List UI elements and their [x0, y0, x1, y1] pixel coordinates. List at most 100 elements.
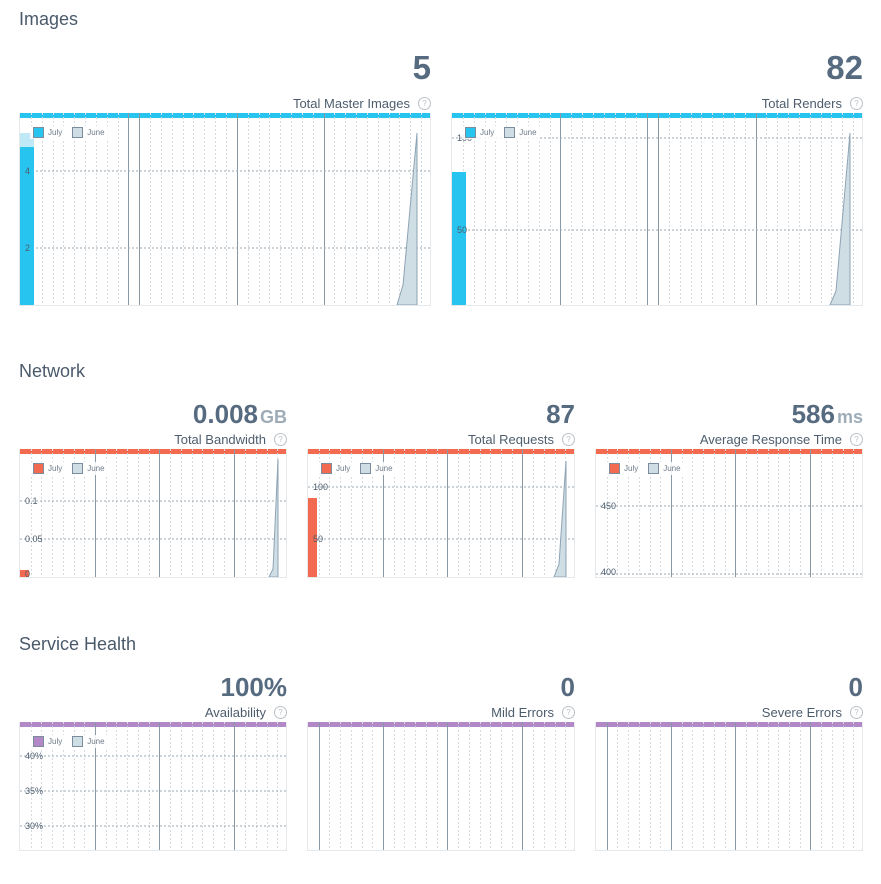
- legend-swatch-july[interactable]: [33, 463, 44, 474]
- chart-top-bar: [596, 449, 862, 454]
- legend-label-july: July: [624, 464, 639, 473]
- chart-top-bar: [596, 722, 862, 727]
- chart-legend: July June: [462, 126, 540, 139]
- card-availability: 100% Availability ? 40% 35% 30% July Jun…: [19, 669, 287, 851]
- chart-legend: July June: [30, 462, 108, 475]
- chart-top-bar: [20, 113, 430, 118]
- legend-label-july: July: [336, 464, 351, 473]
- card-total-bandwidth: 0.008 GB Total Bandwidth ? 0.1 0.05 0 Jul…: [19, 396, 287, 578]
- legend-swatch-june[interactable]: [648, 463, 660, 474]
- chart-legend: July June: [30, 735, 108, 748]
- legend-label-june: June: [87, 737, 105, 746]
- bar-july: [452, 172, 466, 305]
- metric-value: 0: [560, 672, 575, 702]
- legend-label-june: June: [87, 464, 105, 473]
- card-average-response-time: 586 ms Average Response Time ? 450 400 Ju…: [595, 396, 863, 578]
- card-total-master-images: 5 Total Master Images ? 4 2 July June: [19, 50, 431, 306]
- chart-svg: 100 50: [308, 449, 574, 577]
- chart: [595, 722, 863, 851]
- metric-label: Availability ?: [205, 705, 287, 720]
- chart-top-bar: [308, 449, 574, 454]
- bar-july: [20, 570, 29, 577]
- chart-svg: 4 2: [20, 113, 430, 305]
- metric-label: Total Requests ?: [468, 432, 575, 447]
- legend-swatch-june[interactable]: [360, 463, 372, 474]
- tick-label: 50: [457, 225, 467, 235]
- metric-label: Average Response Time ?: [700, 432, 863, 447]
- legend-label-july: July: [48, 128, 63, 137]
- chart-top-bar: [452, 113, 862, 118]
- chart-svg: 100 50: [452, 113, 862, 305]
- metric-value: 586 ms: [791, 399, 863, 429]
- help-icon[interactable]: ?: [274, 433, 287, 446]
- tick-label: 400: [601, 567, 616, 577]
- chart-svg: [319, 722, 566, 850]
- tick-label: 40%: [25, 751, 43, 761]
- chart: [307, 722, 575, 851]
- help-icon[interactable]: ?: [418, 97, 431, 110]
- help-icon[interactable]: ?: [850, 433, 863, 446]
- metric-value: 100%: [220, 672, 288, 702]
- metric-label: Total Master Images ?: [293, 96, 431, 111]
- chart-svg: [607, 722, 854, 850]
- help-icon[interactable]: ?: [562, 706, 575, 719]
- legend-swatch-june[interactable]: [72, 736, 84, 747]
- area-june: [553, 460, 567, 577]
- legend-swatch-july[interactable]: [465, 127, 476, 138]
- help-icon[interactable]: ?: [562, 433, 575, 446]
- chart-legend: July June: [30, 126, 108, 139]
- section-title-network: Network: [19, 361, 86, 381]
- metric-label: Total Renders ?: [762, 96, 863, 111]
- legend-label-july: July: [48, 464, 63, 473]
- card-severe-errors: 0 Severe Errors ?: [595, 669, 863, 851]
- help-icon[interactable]: ?: [850, 706, 863, 719]
- tick-label: 50: [313, 534, 323, 544]
- legend-label-july: July: [480, 128, 495, 137]
- metric-label: Severe Errors ?: [762, 705, 863, 720]
- chart: 100 50 July June: [451, 113, 863, 306]
- chart: 100 50 July June: [307, 449, 575, 578]
- tick-label: 0.05: [25, 534, 43, 544]
- section-title-images: Images: [19, 9, 79, 29]
- legend-swatch-june[interactable]: [504, 127, 516, 138]
- card-mild-errors: 0 Mild Errors ?: [307, 669, 575, 851]
- chart-top-bar: [20, 449, 286, 454]
- help-icon[interactable]: ?: [850, 97, 863, 110]
- metric-value: 82: [826, 49, 863, 86]
- legend-swatch-july[interactable]: [33, 736, 44, 747]
- legend-label-june: June: [87, 128, 105, 137]
- chart-legend: July June: [606, 462, 684, 475]
- metric-value: 5: [412, 49, 431, 86]
- bar-july: [20, 146, 34, 305]
- tick-label: 4: [25, 166, 30, 176]
- tick-label: 30%: [25, 821, 43, 831]
- area-june: [396, 132, 418, 305]
- area-june: [268, 458, 279, 577]
- chart: 40% 35% 30% July June: [19, 722, 287, 851]
- legend-swatch-july[interactable]: [33, 127, 44, 138]
- legend-swatch-july[interactable]: [609, 463, 620, 474]
- tick-label: 35%: [25, 786, 43, 796]
- help-icon[interactable]: ?: [274, 706, 287, 719]
- tick-label: 450: [601, 501, 616, 511]
- chart-top-bar: [20, 722, 286, 727]
- area-june: [829, 132, 851, 305]
- chart-svg: 450 400: [596, 449, 862, 577]
- chart-top-bar: [308, 722, 574, 727]
- tick-label: 0: [25, 569, 30, 577]
- tick-label: 100: [313, 482, 328, 492]
- metric-label: Total Bandwidth ?: [174, 432, 287, 447]
- legend-swatch-july[interactable]: [321, 463, 332, 474]
- tick-label: 0.1: [25, 496, 38, 506]
- section-title-service-health: Service Health: [19, 634, 137, 654]
- chart: 4 2 July June: [19, 113, 431, 306]
- chart: 450 400 July June: [595, 449, 863, 578]
- tick-label: 2: [25, 243, 30, 253]
- legend-label-june: June: [375, 464, 393, 473]
- legend-swatch-june[interactable]: [72, 127, 84, 138]
- legend-swatch-june[interactable]: [72, 463, 84, 474]
- card-total-renders: 82 Total Renders ? 100 50 July June: [451, 50, 863, 306]
- card-total-requests: 87 Total Requests ? 100 50 July June: [307, 396, 575, 578]
- metric-value: 87: [546, 399, 575, 429]
- chart-legend: July June: [318, 462, 396, 475]
